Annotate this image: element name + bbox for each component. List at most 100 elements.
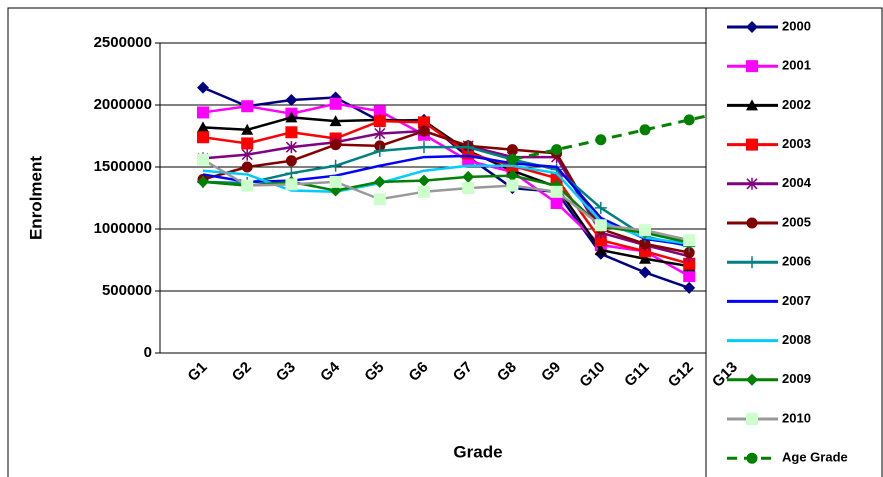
marker	[329, 115, 342, 127]
marker	[197, 131, 209, 144]
marker	[462, 170, 475, 183]
x-tick-label: G5	[361, 359, 387, 385]
marker	[418, 141, 430, 154]
marker	[329, 159, 342, 172]
marker	[683, 281, 696, 294]
marker	[639, 124, 651, 136]
marker	[241, 179, 254, 192]
legend-label: Age Grade	[782, 450, 848, 465]
marker	[197, 106, 209, 119]
legend-label: 2005	[782, 214, 811, 229]
marker	[594, 244, 607, 256]
marker	[418, 185, 430, 198]
x-tick-label: G3	[273, 359, 299, 385]
y-tick-label: 1500000	[94, 158, 152, 175]
marker	[683, 234, 696, 247]
x-tick-label: G9	[538, 359, 564, 385]
marker	[374, 127, 386, 140]
series-line	[202, 129, 690, 258]
marker	[746, 21, 758, 33]
marker	[746, 60, 758, 73]
y-tick-label: 500000	[102, 282, 152, 299]
marker	[285, 126, 298, 139]
marker	[373, 105, 386, 118]
marker	[285, 178, 298, 191]
marker	[746, 177, 758, 190]
marker	[373, 115, 386, 128]
marker	[550, 185, 563, 198]
legend-label: 2004	[782, 175, 812, 190]
marker	[594, 234, 607, 247]
series-line	[202, 164, 690, 246]
marker	[241, 100, 254, 113]
marker	[595, 134, 607, 146]
marker	[373, 144, 386, 157]
x-tick-label: G8	[494, 359, 520, 385]
series-line	[512, 114, 706, 162]
marker	[746, 256, 758, 269]
series-line	[202, 119, 690, 265]
marker	[506, 179, 519, 192]
legend-label: 2009	[782, 371, 811, 386]
marker	[746, 99, 758, 111]
marker	[285, 111, 298, 123]
marker	[506, 169, 519, 182]
marker	[285, 141, 297, 154]
marker	[373, 193, 386, 206]
marker	[373, 175, 386, 188]
y-tick-label: 2000000	[94, 96, 152, 113]
marker	[639, 266, 651, 279]
marker	[197, 153, 209, 166]
series-line	[202, 116, 690, 268]
marker	[746, 413, 758, 425]
marker	[506, 154, 518, 166]
marker	[551, 144, 563, 156]
marker	[639, 238, 651, 250]
marker	[683, 247, 695, 259]
marker	[746, 138, 758, 151]
marker	[746, 217, 758, 229]
series-line	[202, 145, 690, 248]
marker	[418, 174, 430, 187]
marker	[241, 137, 254, 150]
series-line	[202, 86, 690, 290]
legend-label: 2003	[782, 136, 811, 151]
marker	[329, 97, 342, 110]
marker	[506, 144, 518, 156]
marker	[594, 201, 607, 214]
series-line	[202, 129, 690, 254]
marker	[197, 175, 209, 188]
marker	[241, 123, 254, 135]
y-axis-title: Enrolment	[26, 156, 45, 240]
marker	[746, 373, 758, 386]
marker	[683, 114, 695, 126]
series-line	[202, 158, 690, 242]
marker	[285, 155, 297, 167]
marker	[418, 116, 430, 129]
legend-label: 2002	[782, 97, 811, 112]
series-line	[202, 154, 690, 247]
marker	[550, 196, 563, 209]
x-tick-label: G1	[184, 359, 210, 385]
marker	[683, 257, 696, 270]
x-axis-title: Grade	[453, 442, 502, 461]
marker	[639, 252, 651, 264]
marker	[639, 224, 651, 237]
marker	[241, 148, 253, 161]
series-line	[202, 174, 690, 244]
marker	[462, 141, 475, 154]
marker	[746, 452, 758, 464]
legend-label: 2000	[782, 18, 811, 33]
marker	[462, 182, 475, 195]
marker	[241, 161, 253, 173]
marker	[330, 139, 342, 151]
x-tick-label: G7	[450, 359, 476, 385]
legend-label: 2006	[782, 254, 811, 269]
marker	[418, 125, 430, 137]
legend-label: 2001	[782, 58, 811, 73]
y-tick-label: 0	[144, 344, 152, 361]
marker	[285, 94, 298, 107]
legend-label: 2010	[782, 410, 811, 425]
x-tick-label: G2	[229, 359, 255, 385]
